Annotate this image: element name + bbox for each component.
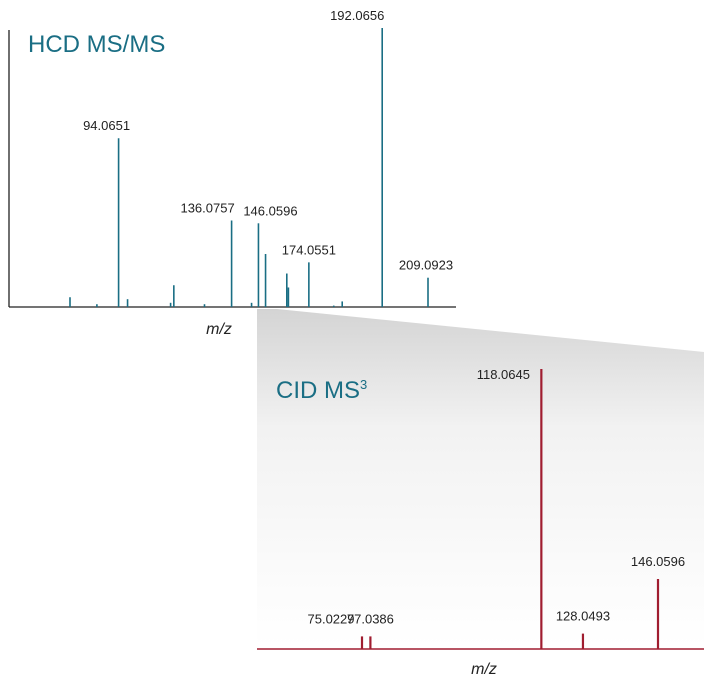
hcd-peak-label: 136.0757 (180, 201, 234, 216)
cid-peak-label: 146.0596 (631, 554, 685, 569)
hcd-x-label: m/z (206, 321, 232, 338)
hcd-title: HCD MS/MS (28, 31, 165, 58)
hcd-peak-label: 174.0551 (282, 242, 336, 257)
hcd-peaks: 94.0651 136.0757 146.0596 174.0551 192.0656 2… (69, 8, 453, 307)
cid-x-label: m/z (471, 661, 497, 676)
cid-title-text: CID MS (276, 377, 360, 404)
hcd-peak-label: 94.0651 (83, 118, 130, 133)
cid-title-superscript: 3 (360, 377, 367, 392)
cid-peak-label: 118.0645 (477, 367, 530, 382)
hcd-peak-label: 146.0596 (243, 203, 297, 218)
cid-peak-label: 128.0493 (556, 609, 610, 624)
zoom-region (257, 309, 704, 648)
cid-title: CID MS3 (276, 377, 367, 404)
cid-peak-label: 75.0229 (308, 611, 355, 626)
cid-peak-label: 77.0386 (347, 611, 394, 626)
hcd-peak-label: 192.0656 (330, 8, 384, 23)
hcd-peak-label: 209.0923 (399, 258, 453, 273)
